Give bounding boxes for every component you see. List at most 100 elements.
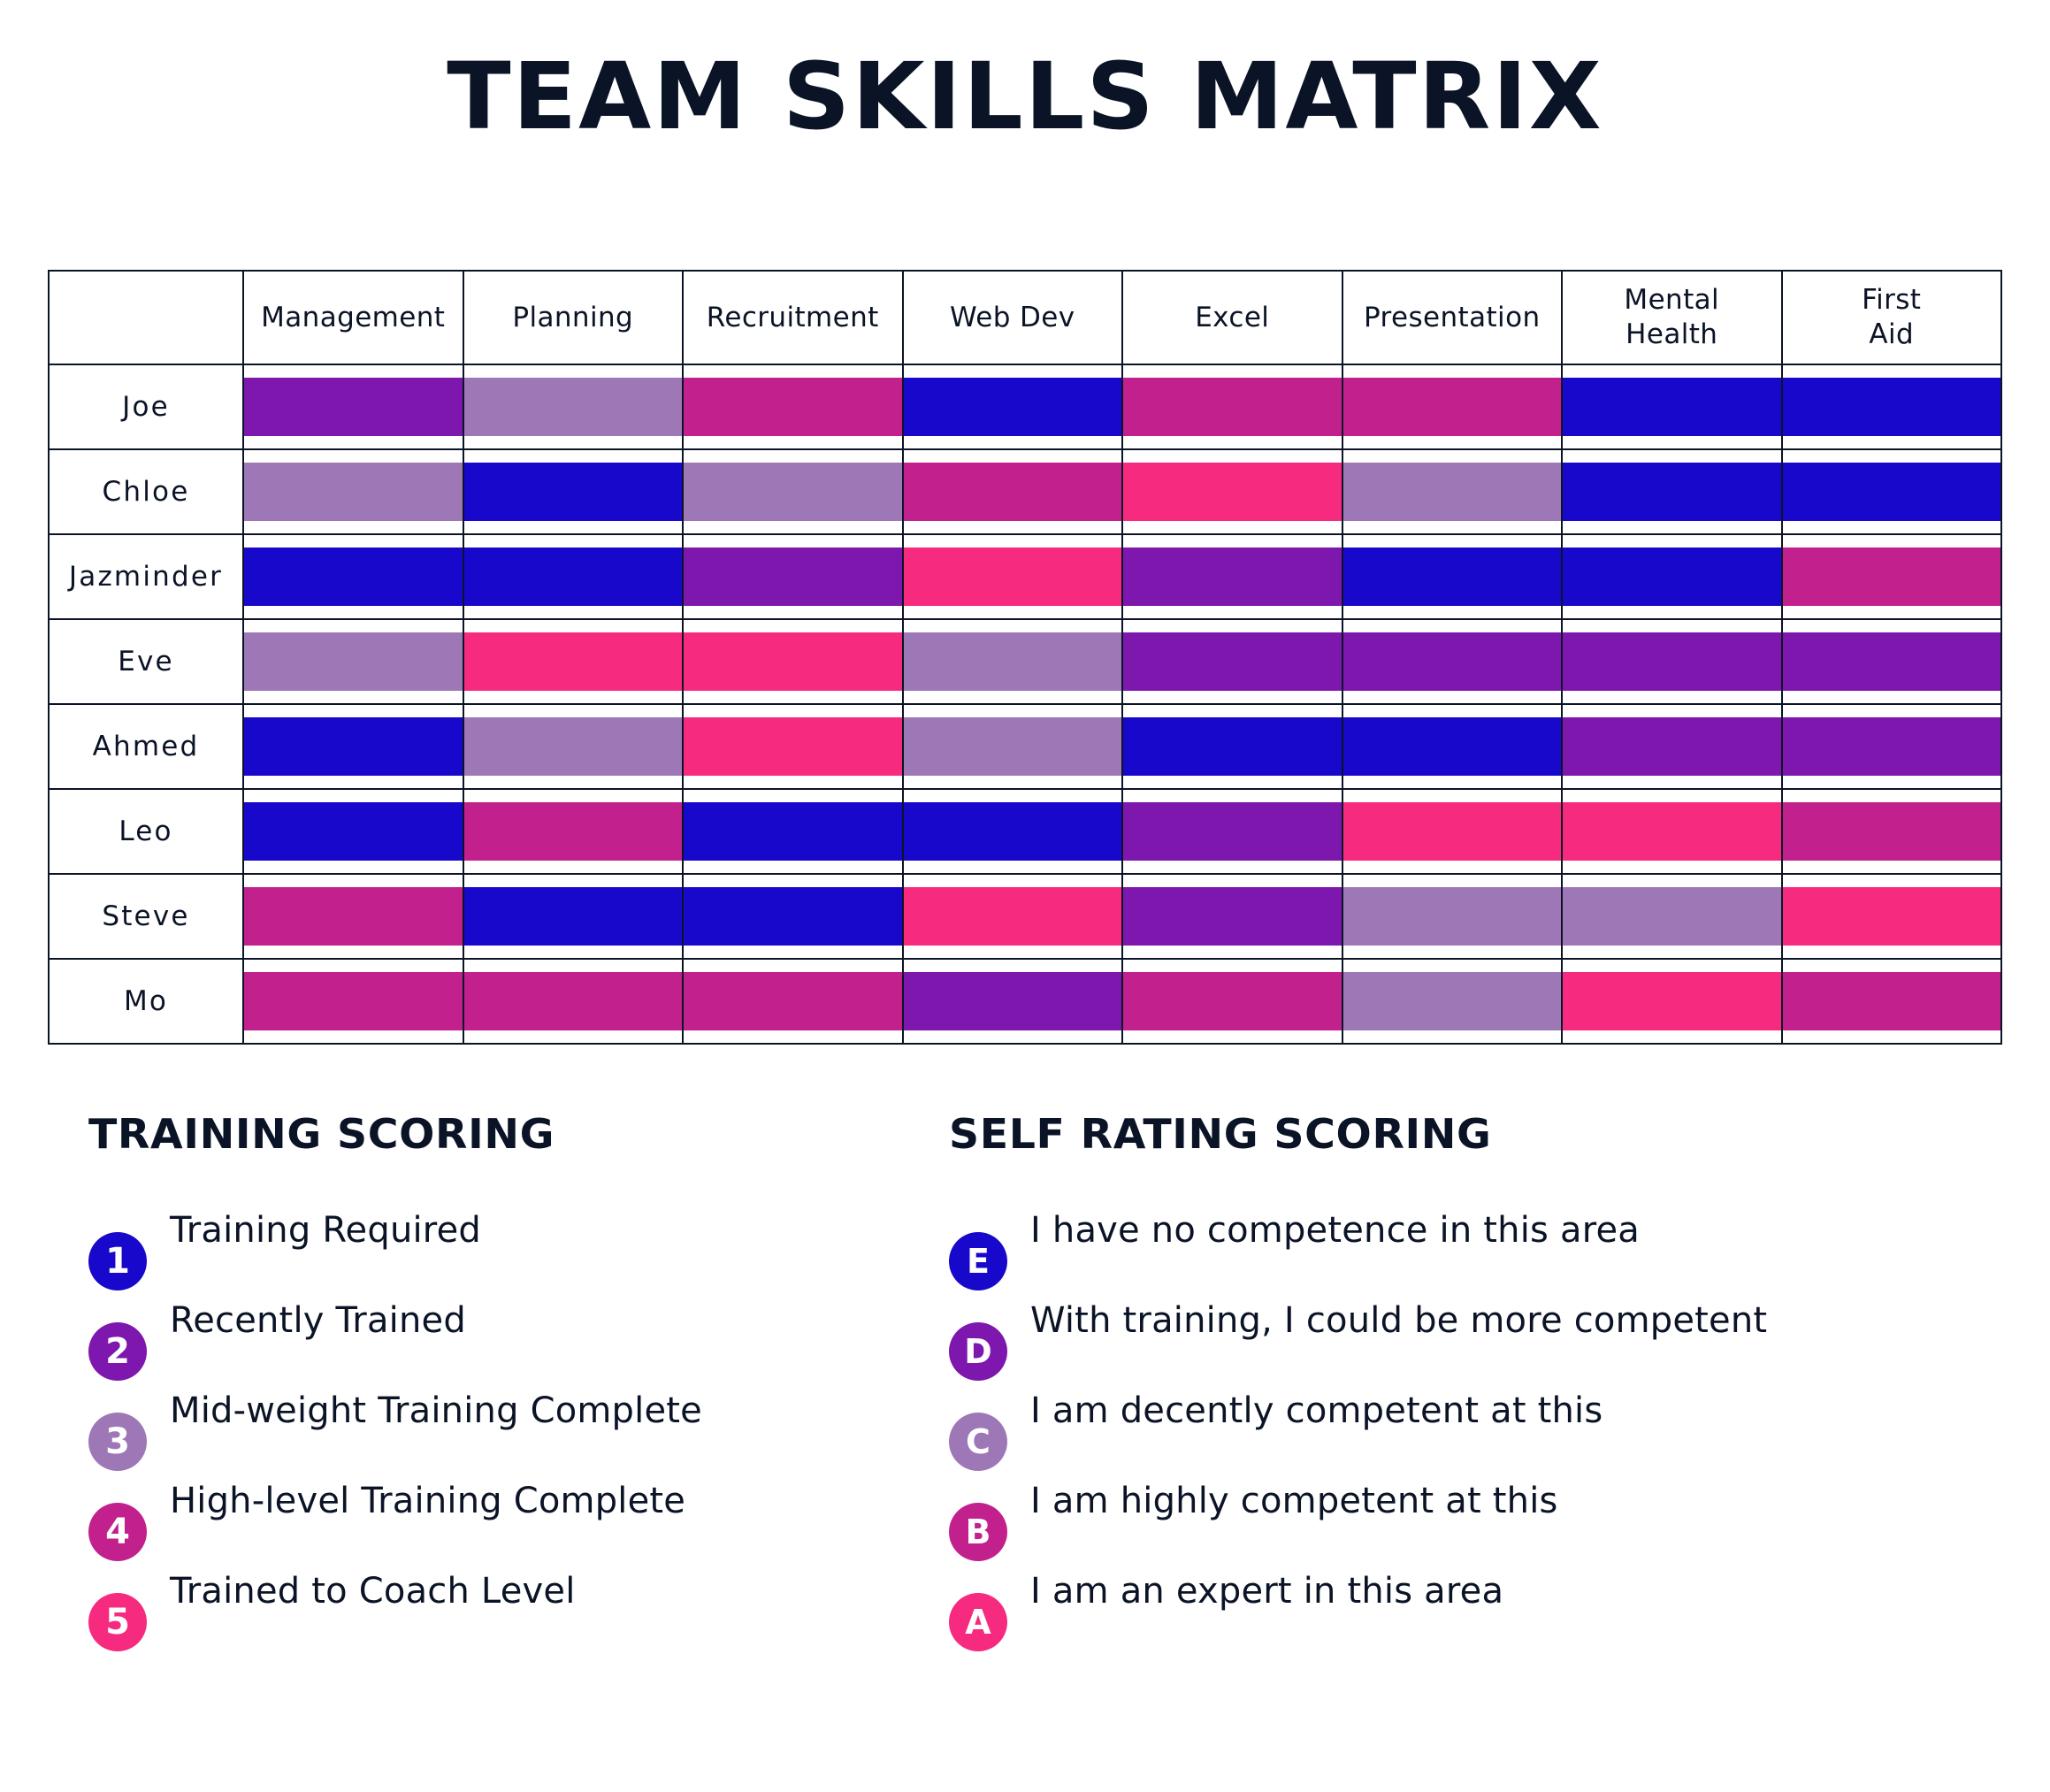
matrix-cell[interactable] (462, 703, 684, 790)
matrix-cell[interactable] (242, 703, 464, 790)
matrix-cell[interactable] (682, 958, 904, 1045)
legend-label: Recently Trained (170, 1300, 466, 1341)
skill-level-swatch (463, 972, 682, 1030)
matrix-cell[interactable] (1561, 618, 1783, 705)
matrix-cell[interactable] (1780, 533, 2002, 620)
skill-level-swatch (1782, 548, 2000, 606)
matrix-cell[interactable] (242, 533, 464, 620)
matrix-cell[interactable] (462, 618, 684, 705)
skill-level-swatch (1563, 632, 1781, 691)
matrix-cell[interactable] (1561, 364, 1783, 450)
training-scoring-items: 1 Training Required 2 Recently Trained 3 Mid-… (88, 1210, 889, 1651)
matrix-cell[interactable] (1780, 873, 2002, 960)
matrix-cell[interactable] (1121, 364, 1343, 450)
matrix-cell[interactable] (1780, 364, 2002, 450)
skill-level-swatch (903, 887, 1121, 946)
matrix-cell[interactable] (1341, 448, 1563, 535)
matrix-cell[interactable] (1341, 873, 1563, 960)
matrix-cell[interactable] (1121, 958, 1343, 1045)
matrix-cell[interactable] (901, 873, 1123, 960)
matrix-cell[interactable] (901, 448, 1123, 535)
matrix-cell[interactable] (1341, 788, 1563, 875)
matrix-corner-cell (48, 270, 244, 365)
matrix-cell[interactable] (682, 618, 904, 705)
legend-label: Training Required (170, 1210, 481, 1251)
matrix-cell[interactable] (1561, 788, 1783, 875)
matrix-cell[interactable] (1780, 703, 2002, 790)
table-row: Steve (48, 873, 2002, 960)
matrix-column-header: Web Dev (901, 270, 1123, 365)
matrix-cell[interactable] (242, 448, 464, 535)
matrix-cell[interactable] (462, 873, 684, 960)
matrix-cell[interactable] (242, 873, 464, 960)
matrix-cell[interactable] (1121, 533, 1343, 620)
legend-badge: D (949, 1322, 1007, 1381)
legend-label: High-level Training Complete (170, 1481, 686, 1521)
matrix-cell[interactable] (682, 788, 904, 875)
matrix-cell[interactable] (1341, 364, 1563, 450)
matrix-cell[interactable] (1121, 448, 1343, 535)
page-title: TEAM SKILLS MATRIX (447, 42, 1603, 150)
skill-level-swatch (244, 972, 463, 1030)
matrix-cell[interactable] (242, 364, 464, 450)
skill-level-swatch (463, 802, 682, 861)
matrix-cell[interactable] (682, 703, 904, 790)
matrix-cell[interactable] (1341, 618, 1563, 705)
matrix-cell[interactable] (682, 533, 904, 620)
skill-level-swatch (1563, 463, 1781, 521)
matrix-cell[interactable] (1121, 788, 1343, 875)
matrix-cell[interactable] (462, 364, 684, 450)
matrix-cell[interactable] (901, 618, 1123, 705)
matrix-cell[interactable] (901, 364, 1123, 450)
skill-level-swatch (1123, 802, 1342, 861)
skill-level-swatch (1342, 548, 1561, 606)
matrix-row-name: Mo (48, 958, 244, 1045)
skill-level-swatch (1563, 378, 1781, 436)
matrix-cell[interactable] (1341, 958, 1563, 1045)
legend-badge: B (949, 1503, 1007, 1561)
matrix-cell[interactable] (682, 448, 904, 535)
skill-level-swatch (244, 548, 463, 606)
list-item: 4 High-level Training Complete (88, 1481, 889, 1561)
matrix-cell[interactable] (1341, 703, 1563, 790)
skill-level-swatch (903, 717, 1121, 776)
matrix-cell[interactable] (462, 448, 684, 535)
matrix-cell[interactable] (1561, 873, 1783, 960)
matrix-cell[interactable] (901, 703, 1123, 790)
skill-level-swatch (1563, 972, 1781, 1030)
matrix-cell[interactable] (1780, 618, 2002, 705)
matrix-cell[interactable] (682, 364, 904, 450)
matrix-cell[interactable] (901, 533, 1123, 620)
matrix-cell[interactable] (1561, 703, 1783, 790)
skill-level-swatch (244, 463, 463, 521)
matrix-cell[interactable] (462, 533, 684, 620)
matrix-row-name: Steve (48, 873, 244, 960)
matrix-cell[interactable] (1561, 533, 1783, 620)
matrix-cell[interactable] (1121, 703, 1343, 790)
matrix-cell[interactable] (1121, 873, 1343, 960)
matrix-cell[interactable] (1341, 533, 1563, 620)
matrix-cell[interactable] (901, 958, 1123, 1045)
matrix-cell[interactable] (462, 788, 684, 875)
skill-level-swatch (1782, 802, 2000, 861)
legend-label: With training, I could be more competent (1030, 1300, 1768, 1341)
training-scoring-legend: TRAINING SCORING 1 Training Required 2 Rece… (0, 1110, 889, 1664)
matrix-cell[interactable] (1780, 958, 2002, 1045)
matrix-cell[interactable] (682, 873, 904, 960)
matrix-cell[interactable] (901, 788, 1123, 875)
skill-level-swatch (463, 632, 682, 691)
matrix-cell[interactable] (1780, 448, 2002, 535)
skill-level-swatch (1563, 717, 1781, 776)
skill-level-swatch (1782, 972, 2000, 1030)
matrix-cell[interactable] (1780, 788, 2002, 875)
skill-level-swatch (903, 972, 1121, 1030)
matrix-cell[interactable] (1561, 448, 1783, 535)
skill-level-swatch (684, 717, 902, 776)
skill-level-swatch (1342, 632, 1561, 691)
matrix-cell[interactable] (242, 958, 464, 1045)
matrix-cell[interactable] (1561, 958, 1783, 1045)
matrix-cell[interactable] (242, 788, 464, 875)
matrix-cell[interactable] (462, 958, 684, 1045)
matrix-cell[interactable] (1121, 618, 1343, 705)
matrix-cell[interactable] (242, 618, 464, 705)
